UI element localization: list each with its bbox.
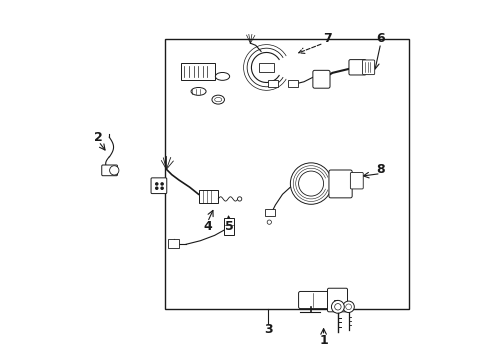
Text: 3: 3: [264, 323, 272, 336]
Circle shape: [331, 300, 344, 313]
Circle shape: [343, 301, 354, 312]
Bar: [265, 209, 275, 216]
Bar: [165, 39, 409, 309]
Circle shape: [161, 183, 163, 185]
Circle shape: [335, 303, 341, 310]
Text: 4: 4: [203, 220, 212, 233]
FancyBboxPatch shape: [102, 165, 118, 176]
Text: 8: 8: [376, 163, 385, 176]
Ellipse shape: [215, 72, 230, 80]
Bar: [181, 63, 215, 80]
Ellipse shape: [191, 87, 206, 95]
Bar: [288, 80, 298, 87]
FancyBboxPatch shape: [363, 60, 375, 75]
Ellipse shape: [215, 98, 222, 102]
Circle shape: [156, 187, 158, 189]
Text: 7: 7: [323, 32, 332, 45]
Text: 5: 5: [224, 220, 233, 233]
Text: 2: 2: [94, 131, 103, 144]
Circle shape: [267, 220, 271, 224]
Text: 6: 6: [376, 32, 385, 45]
Circle shape: [291, 163, 332, 204]
Bar: [259, 63, 273, 72]
Bar: [268, 80, 278, 87]
FancyBboxPatch shape: [327, 288, 347, 312]
Bar: [168, 239, 179, 248]
FancyBboxPatch shape: [350, 172, 363, 189]
FancyBboxPatch shape: [349, 60, 366, 75]
Ellipse shape: [212, 95, 224, 104]
FancyBboxPatch shape: [298, 292, 333, 309]
Circle shape: [156, 183, 158, 185]
Bar: [224, 217, 234, 235]
Text: 1: 1: [319, 333, 328, 347]
FancyBboxPatch shape: [329, 170, 352, 198]
Circle shape: [346, 304, 351, 310]
Bar: [198, 190, 218, 203]
Circle shape: [110, 166, 119, 175]
Circle shape: [298, 171, 323, 196]
Circle shape: [161, 187, 163, 189]
Circle shape: [238, 197, 242, 201]
FancyBboxPatch shape: [151, 178, 167, 194]
FancyBboxPatch shape: [313, 70, 330, 88]
